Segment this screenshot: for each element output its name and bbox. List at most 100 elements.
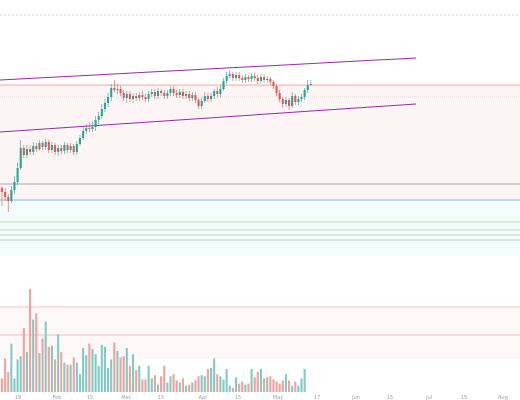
x-tick-label: 15	[158, 395, 164, 400]
volume-bar	[250, 368, 253, 392]
candle-body	[225, 76, 228, 81]
candle-body	[306, 85, 309, 90]
support-zone	[0, 200, 520, 256]
candle-body	[7, 197, 10, 201]
candle-body	[32, 146, 35, 152]
volume-bar	[128, 365, 131, 392]
candle-body	[19, 148, 22, 168]
volume-bar	[88, 343, 91, 392]
volume-bar	[213, 358, 216, 392]
volume-bar	[275, 381, 278, 392]
candle-body	[219, 89, 222, 94]
candle-body	[60, 148, 63, 151]
volume-bar	[191, 382, 194, 392]
candle-body	[269, 79, 272, 82]
candle-body	[29, 149, 32, 152]
candle-body	[69, 146, 72, 150]
candle-body	[294, 96, 297, 102]
candle-body	[272, 82, 275, 86]
candle-body	[94, 120, 97, 127]
candle-body	[191, 95, 194, 98]
candle-body	[178, 92, 181, 95]
volume-bar	[103, 346, 107, 392]
candle-body	[38, 143, 41, 149]
volume-bar	[263, 378, 266, 392]
candle-body	[287, 100, 291, 106]
volume-bar	[119, 357, 122, 392]
candle-body	[100, 109, 103, 116]
candle-body	[53, 145, 57, 152]
volume-bar	[234, 377, 238, 392]
candle-body	[25, 149, 29, 155]
volume-bar	[222, 379, 225, 392]
volume-bar	[253, 377, 256, 392]
volume-bar	[141, 379, 144, 392]
volume-bar	[122, 356, 125, 392]
candle-body	[266, 79, 269, 80]
volume-bar	[100, 344, 103, 392]
volume-bar	[185, 385, 188, 392]
volume-bar	[278, 383, 281, 392]
volume-bar	[144, 379, 147, 392]
candle-body	[75, 144, 78, 152]
volume-bar	[209, 367, 213, 392]
candle-body	[213, 91, 216, 96]
candle-body	[63, 145, 66, 151]
lower-zone	[0, 307, 520, 359]
volume-bar	[107, 367, 110, 392]
candle-body	[119, 89, 122, 93]
volume-bar	[125, 347, 128, 392]
candle-body	[185, 94, 188, 96]
candle-body	[72, 146, 75, 152]
volume-bar	[156, 384, 160, 392]
volume-bar	[16, 359, 19, 392]
candle-body	[197, 100, 200, 106]
candle-body	[16, 168, 19, 182]
candle-body	[0, 188, 4, 192]
volume-bar	[163, 365, 166, 392]
candle-body	[122, 93, 125, 98]
volume-bar	[85, 355, 88, 392]
candle-body	[82, 131, 85, 138]
volume-bar	[82, 347, 85, 392]
volume-bar	[238, 383, 241, 392]
volume-bar	[256, 372, 259, 392]
resistance-zone	[0, 85, 520, 200]
volume-bar	[57, 334, 60, 392]
candle-body	[194, 95, 197, 100]
candle-body	[97, 116, 100, 120]
volume-bar	[10, 343, 13, 392]
volume-bars	[0, 289, 306, 392]
candle-body	[244, 77, 247, 80]
candle-body	[50, 145, 53, 150]
x-tick-label: Jul	[425, 395, 432, 400]
volume-bar	[35, 313, 38, 392]
channel-lower-line	[0, 103, 417, 133]
candle-body	[241, 78, 244, 80]
volume-bar	[297, 385, 300, 392]
volume-bar	[44, 321, 47, 392]
volume-bar	[50, 345, 53, 392]
volume-bar	[66, 364, 69, 392]
candle-body	[35, 146, 38, 149]
candle-body	[206, 96, 209, 99]
candle-body	[57, 148, 60, 152]
candle-body	[309, 84, 312, 85]
candle-body	[41, 143, 44, 147]
candle-body	[253, 76, 256, 78]
volume-bar	[94, 354, 97, 392]
candle-body	[181, 92, 185, 96]
candle-body	[66, 145, 69, 150]
volume-bar	[97, 365, 100, 392]
volume-bar	[169, 376, 172, 392]
volume-bar	[175, 380, 178, 392]
candle-body	[153, 92, 156, 96]
volume-bar	[25, 352, 29, 392]
candle-body	[263, 77, 266, 80]
volume-bar	[231, 387, 234, 392]
candle-body	[110, 88, 113, 97]
candle-body	[200, 101, 203, 106]
volume-bar	[284, 374, 287, 392]
